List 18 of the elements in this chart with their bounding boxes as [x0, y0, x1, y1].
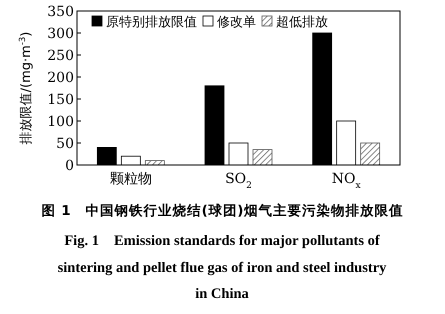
y-tick-label: 300	[47, 26, 74, 42]
x-tick-label: NO$_{x}$	[332, 171, 362, 191]
legend-label: 超低排放	[276, 15, 328, 30]
x-tick-label: SO$_{2}$	[225, 171, 252, 191]
x-tick-label: 颗粒物	[110, 171, 152, 187]
bar	[252, 149, 272, 166]
legend-label: 修改单	[217, 15, 256, 30]
y-tick-label: 100	[47, 114, 74, 130]
text: 图 1 中国钢铁行业烧结(球团)烟气主要污染物排放限值	[40, 202, 404, 220]
y-tick-label: 250	[47, 48, 74, 64]
y-tick-label: 50	[56, 136, 74, 152]
y-tick-label: 150	[47, 92, 74, 108]
bar	[360, 142, 380, 166]
y-tick-label: 350	[47, 4, 74, 20]
y-tick-label: 0	[65, 158, 74, 174]
text: Fig. 1 Emission standards for major pollutants of sintering and pellet flue gas of iron and steel industry in China	[57, 232, 387, 304]
y-tick-label: 200	[47, 70, 74, 86]
legend-label: 原特别排放限值	[106, 15, 197, 30]
